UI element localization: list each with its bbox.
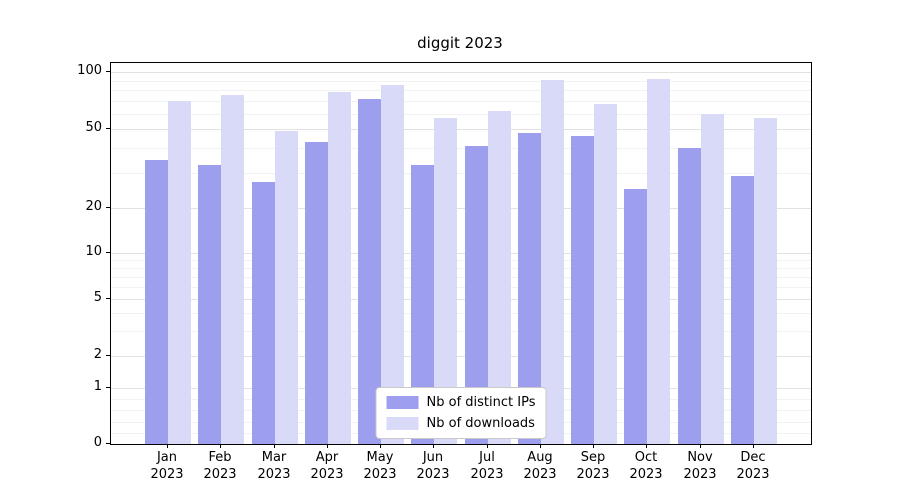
gridline-minor	[111, 90, 811, 91]
gridline-minor	[111, 81, 811, 82]
bar-downloads	[434, 118, 457, 444]
x-tick-mark	[646, 444, 647, 448]
x-tick-label: Mar 2023	[257, 450, 291, 482]
x-tick-mark	[274, 444, 275, 448]
legend-label-distinct-ips: Nb of distinct IPs	[426, 395, 536, 410]
y-tick-label: 100	[77, 63, 102, 78]
bar-downloads	[541, 80, 564, 444]
gridline-minor	[111, 331, 811, 332]
bar-distinct-ips	[358, 99, 381, 444]
gridline-minor	[111, 101, 811, 102]
gridline-minor	[111, 268, 811, 269]
x-tick-mark	[167, 444, 168, 448]
x-tick-mark	[700, 444, 701, 448]
x-tick-label: Dec 2023	[736, 450, 770, 482]
y-tick-mark	[106, 298, 110, 299]
gridline-major	[111, 129, 811, 130]
gridline-major	[111, 208, 811, 209]
y-tick-mark	[106, 207, 110, 208]
gridline-minor	[111, 148, 811, 149]
x-tick-mark	[380, 444, 381, 448]
y-tick-label: 1	[93, 379, 102, 394]
x-tick-label: Jun 2023	[416, 450, 450, 482]
gridline-minor	[111, 260, 811, 261]
bar-distinct-ips	[571, 136, 594, 444]
y-tick-label: 50	[85, 120, 102, 135]
legend-item-distinct-ips: Nb of distinct IPs	[386, 395, 536, 410]
y-tick-label: 0	[93, 435, 102, 450]
x-tick-label: Oct 2023	[629, 450, 663, 482]
bar-downloads	[275, 131, 298, 444]
x-tick-mark	[540, 444, 541, 448]
gridline-minor	[111, 114, 811, 115]
gridline-minor	[111, 173, 811, 174]
bar-downloads	[328, 92, 351, 444]
bar-downloads	[221, 95, 244, 444]
gridline-major	[111, 253, 811, 254]
legend-label-downloads: Nb of downloads	[426, 416, 535, 431]
bar-distinct-ips	[731, 176, 754, 444]
gridline-minor	[111, 313, 811, 314]
bar-downloads	[594, 104, 617, 444]
x-tick-mark	[327, 444, 328, 448]
bar-distinct-ips	[252, 182, 275, 444]
legend-swatch-distinct-ips	[386, 396, 419, 409]
legend-item-downloads: Nb of downloads	[386, 416, 536, 431]
bar-distinct-ips	[198, 165, 221, 444]
x-tick-label: Jan 2023	[150, 450, 184, 482]
y-tick-mark	[106, 128, 110, 129]
y-tick-mark	[106, 387, 110, 388]
x-tick-label: Feb 2023	[203, 450, 237, 482]
bar-downloads	[647, 79, 670, 444]
gridline-major	[111, 356, 811, 357]
y-tick-label: 5	[93, 290, 102, 305]
x-tick-mark	[593, 444, 594, 448]
x-tick-label: May 2023	[363, 450, 397, 482]
y-tick-mark	[106, 443, 110, 444]
bar-downloads	[381, 85, 404, 444]
legend: Nb of distinct IPs Nb of downloads	[375, 387, 547, 439]
bar-distinct-ips	[465, 146, 488, 444]
gridline-minor	[111, 277, 811, 278]
x-tick-label: Sep 2023	[576, 450, 610, 482]
x-tick-label: Apr 2023	[310, 450, 344, 482]
legend-swatch-downloads	[386, 417, 419, 430]
bar-distinct-ips	[305, 142, 328, 444]
y-tick-label: 20	[85, 199, 102, 214]
y-tick-mark	[106, 355, 110, 356]
y-tick-label: 10	[85, 244, 102, 259]
y-tick-mark	[106, 252, 110, 253]
x-tick-label: Jul 2023	[470, 450, 504, 482]
bar-downloads	[701, 114, 724, 444]
bar-distinct-ips	[145, 160, 168, 444]
gridline-minor	[111, 287, 811, 288]
bar-distinct-ips	[678, 148, 701, 444]
x-tick-mark	[220, 444, 221, 448]
x-tick-label: Nov 2023	[683, 450, 717, 482]
bar-downloads	[168, 101, 191, 444]
x-tick-mark	[487, 444, 488, 448]
bar-downloads	[754, 118, 777, 444]
bar-distinct-ips	[624, 189, 647, 444]
y-tick-label: 2	[93, 347, 102, 362]
bar-downloads	[488, 111, 511, 444]
x-tick-label: Aug 2023	[523, 450, 557, 482]
chart-title: diggit 2023	[417, 34, 503, 52]
bar-distinct-ips	[518, 133, 541, 444]
gridline-major	[111, 72, 811, 73]
x-tick-mark	[753, 444, 754, 448]
y-tick-mark	[106, 71, 110, 72]
bar-distinct-ips	[411, 165, 434, 444]
x-tick-mark	[433, 444, 434, 448]
plot-area: Nb of distinct IPs Nb of downloads	[110, 62, 812, 445]
gridline-major	[111, 299, 811, 300]
